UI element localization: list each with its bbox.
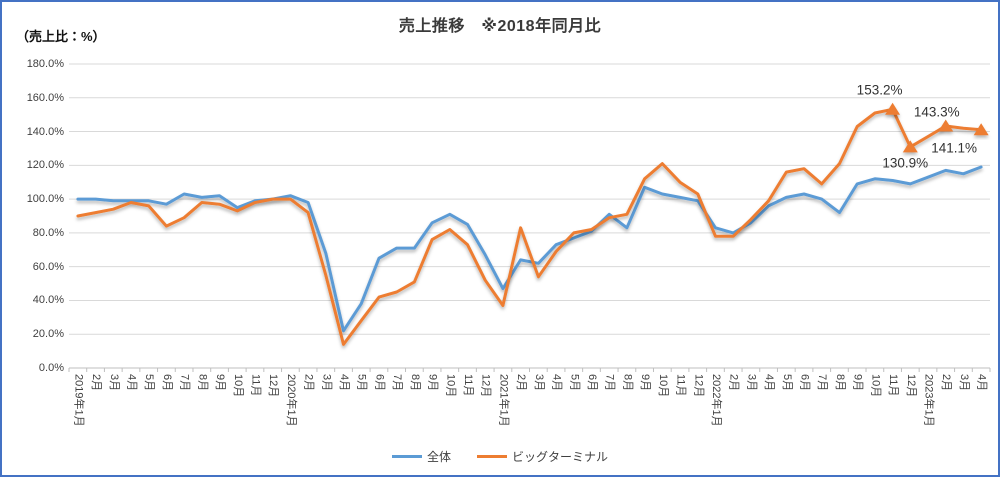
x-axis-tick-label: 12月 (904, 374, 917, 398)
legend-item-zentai: 全体 (391, 448, 451, 465)
x-axis-tick-label: 8月 (196, 374, 209, 392)
x-axis-tick-label: 3月 (532, 374, 545, 392)
x-axis-tick-label: 2020年1月 (284, 374, 297, 427)
y-axis-tick-label: 60.0% (32, 260, 64, 273)
x-axis-tick-label: 2月 (515, 374, 528, 392)
legend-line-swatch-orange (477, 455, 507, 458)
legend-label: ビッグターミナル (512, 450, 609, 464)
x-axis-tick-label: 2月 (940, 374, 953, 392)
x-axis-tick-label: 5月 (780, 374, 793, 392)
x-axis-tick-label: 12月 (267, 374, 280, 398)
x-axis-tick-label: 6月 (373, 374, 386, 392)
data-point-label: 143.3% (913, 104, 960, 120)
x-axis-tick-label: 10月 (231, 374, 244, 398)
x-axis-tick-label: 5月 (355, 374, 368, 392)
legend-label: 全体 (426, 450, 451, 464)
chart-title: 売上推移 ※2018年同月比 (398, 18, 602, 35)
y-axis-tick-label: 140.0% (26, 125, 64, 138)
x-axis-tick-label: 10月 (869, 374, 882, 398)
x-axis-tick-label: 9月 (851, 374, 864, 392)
data-point-marker-triangle (885, 102, 901, 115)
x-axis-tick-label: 4月 (550, 374, 563, 392)
x-axis-tick-label: 4月 (125, 374, 138, 392)
legend-item-big-terminal: ビッグターミナル (477, 448, 608, 465)
legend: 全体 ビッグターミナル (2, 448, 998, 465)
x-axis-tick-label: 3月 (107, 374, 120, 392)
y-axis-tick-label: 40.0% (32, 294, 64, 307)
x-axis-tick-label: 11月 (249, 374, 262, 397)
x-axis-tick-label: 12月 (692, 374, 705, 398)
x-axis-tick-label: 2月 (302, 374, 315, 392)
data-point-label: 153.2% (856, 82, 903, 98)
legend-line-swatch-blue (391, 455, 422, 458)
x-axis-tick-label: 6月 (586, 374, 598, 392)
x-axis-tick-label: 7月 (603, 374, 616, 392)
series-line-zentai (76, 165, 983, 333)
x-axis-tick-label: 2022年1月 (710, 374, 722, 427)
y-axis-tick-label: 120.0% (26, 159, 64, 172)
x-axis-tick-label: 2021年1月 (497, 374, 510, 427)
y-axis-tick-label: 0.0% (38, 362, 64, 374)
x-axis-tick-label: 12月 (479, 374, 492, 398)
x-axis-tick-label: 10月 (444, 374, 457, 398)
x-axis-tick-label: 2023年1月 (922, 374, 935, 427)
x-axis-tick-label: 5月 (143, 374, 156, 392)
x-axis-tick-label: 2月 (90, 374, 103, 392)
data-point-marker-triangle (938, 119, 954, 132)
x-axis-tick-label: 11月 (674, 374, 687, 397)
series-line-big-terminal (76, 107, 983, 346)
x-axis-tick-label: 4月 (338, 374, 350, 392)
x-axis-tick-label: 3月 (745, 374, 758, 392)
x-axis-tick-label: 2019年1月 (72, 374, 85, 427)
x-axis-tick-label: 4月 (975, 374, 988, 392)
data-point-label: 141.1% (931, 140, 978, 156)
y-axis-tick-label: 100.0% (26, 193, 64, 206)
x-axis-tick-label: 7月 (391, 374, 404, 392)
x-axis-tick-label: 8月 (834, 374, 846, 392)
x-axis-tick-label: 6月 (160, 374, 173, 392)
x-axis-tick-label: 7月 (816, 374, 829, 392)
data-point-label: 130.9% (882, 155, 929, 171)
x-axis-tick-label: 9月 (639, 374, 652, 392)
x-axis-tick-label: 9月 (426, 374, 439, 392)
y-axis-tick-label: 20.0% (32, 328, 64, 341)
data-point-marker-triangle (973, 123, 989, 136)
y-axis-unit-label: （売上比：%） (16, 29, 106, 44)
x-axis-tick-label: 10月 (656, 374, 669, 398)
x-axis-tick-label: 11月 (887, 374, 900, 397)
x-axis-tick-label: 6月 (798, 374, 811, 392)
y-axis-tick-label: 160.0% (26, 91, 64, 104)
y-axis-tick-label: 180.0% (26, 58, 64, 70)
x-axis-tick-label: 3月 (320, 374, 333, 392)
x-axis-tick-label: 3月 (957, 374, 970, 392)
x-axis-tick-label: 8月 (621, 374, 634, 392)
x-axis-tick-label: 9月 (214, 374, 226, 392)
x-axis-tick-label: 5月 (568, 374, 581, 392)
data-point-marker-triangle (902, 140, 918, 153)
x-axis-tick-label: 7月 (178, 374, 191, 392)
x-axis-tick-label: 2月 (727, 374, 740, 392)
x-axis-tick-label: 8月 (408, 374, 421, 392)
x-axis-tick-label: 11月 (462, 374, 474, 397)
x-axis-tick-label: 4月 (763, 374, 776, 392)
y-axis-tick-label: 80.0% (32, 226, 64, 239)
